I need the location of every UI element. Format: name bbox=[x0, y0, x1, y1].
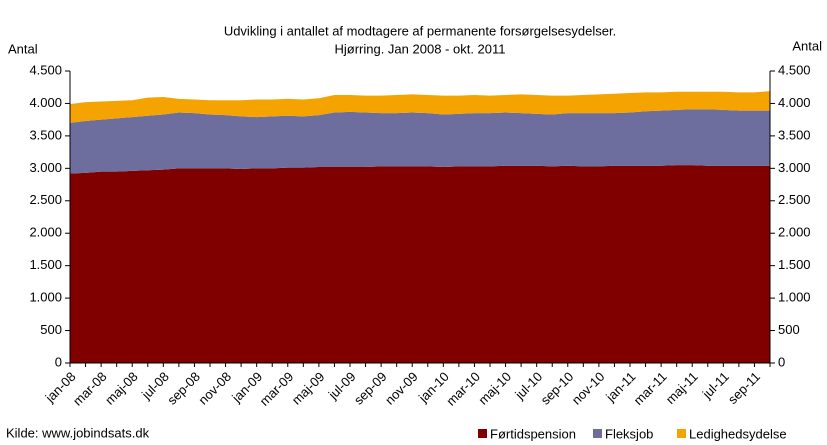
x-tick-label: sep-10 bbox=[538, 369, 577, 408]
x-tick-label: maj-09 bbox=[289, 369, 328, 408]
chart-subtitle: Hjørring. Jan 2008 - okt. 2011 bbox=[334, 41, 505, 56]
y2-tick-label: 2.500 bbox=[778, 192, 811, 207]
x-tick-label: sep-08 bbox=[164, 369, 203, 408]
legend-swatch bbox=[677, 429, 686, 438]
y2-tick-label: 2.000 bbox=[778, 225, 811, 240]
x-tick-label: sep-09 bbox=[351, 369, 390, 408]
y-tick-label: 2.500 bbox=[29, 192, 62, 207]
legend-label: Førtidspension bbox=[490, 426, 576, 441]
legend-label: Ledighedsydelse bbox=[689, 426, 787, 441]
legend-swatch bbox=[478, 429, 487, 438]
y2-tick-label: 4.000 bbox=[778, 95, 811, 110]
y2-tick-label: 0 bbox=[778, 354, 785, 369]
y2-tick-label: 4.500 bbox=[778, 62, 811, 77]
y-tick-label: 0 bbox=[55, 354, 62, 369]
y-tick-label: 500 bbox=[40, 322, 62, 337]
x-tick-label: mar-11 bbox=[631, 369, 670, 408]
x-tick-label: nov-10 bbox=[569, 369, 608, 408]
y-axis-label: Antal bbox=[8, 41, 38, 56]
x-tick-label: mar-09 bbox=[257, 369, 297, 409]
x-tick-label: mar-08 bbox=[70, 369, 110, 409]
y2-tick-label: 1.000 bbox=[778, 290, 811, 305]
x-tick-label: nov-09 bbox=[382, 369, 421, 408]
y2-tick-label: 3.000 bbox=[778, 160, 811, 175]
y-tick-label: 1.500 bbox=[29, 257, 62, 272]
y2-tick-label: 1.500 bbox=[778, 257, 811, 272]
y-tick-label: 1.000 bbox=[29, 290, 62, 305]
x-tick-label: sep-11 bbox=[725, 369, 763, 407]
x-tick-label: mar-10 bbox=[443, 369, 483, 409]
area bbox=[70, 109, 770, 174]
y2-tick-label: 500 bbox=[778, 322, 800, 337]
source: Kilde: www.jobindsats.dk bbox=[6, 425, 150, 440]
x-tick-label: nov-08 bbox=[195, 369, 234, 408]
y-tick-label: 2.000 bbox=[29, 225, 62, 240]
y-tick-label: 3.000 bbox=[29, 160, 62, 175]
area bbox=[70, 165, 770, 363]
area bbox=[70, 91, 770, 123]
y-tick-label: 4.500 bbox=[29, 62, 62, 77]
chart-title: Udvikling i antallet af modtagere af per… bbox=[224, 23, 616, 38]
x-tick-label: maj-11 bbox=[663, 369, 701, 407]
legend-label: Fleksjob bbox=[605, 426, 653, 441]
x-tick-label: maj-08 bbox=[102, 369, 141, 408]
x-tick-label: maj-10 bbox=[475, 369, 514, 408]
y-tick-label: 3.500 bbox=[29, 127, 62, 142]
y2-tick-label: 3.500 bbox=[778, 127, 811, 142]
legend-swatch bbox=[593, 429, 602, 438]
y2-axis-label: Antal bbox=[792, 38, 822, 53]
y-tick-label: 4.000 bbox=[29, 95, 62, 110]
